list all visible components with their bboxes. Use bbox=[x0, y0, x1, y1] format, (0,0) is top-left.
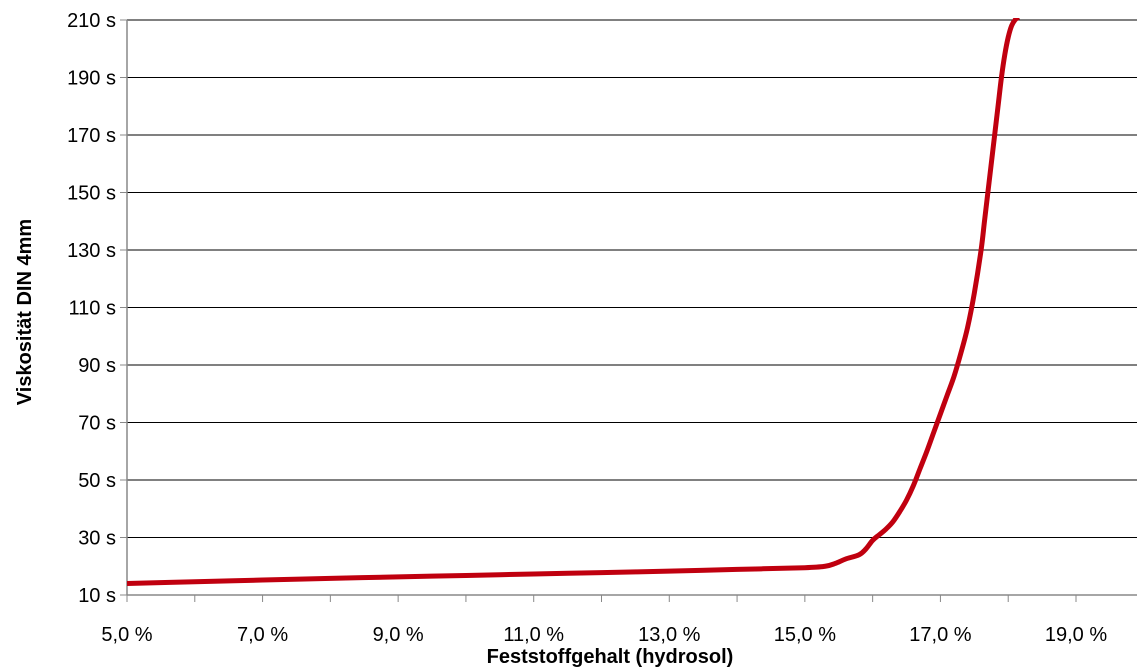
series-group bbox=[127, 18, 1020, 586]
series-line bbox=[127, 18, 1020, 586]
y-tick-label: 150 s bbox=[67, 183, 116, 205]
x-tick-label: 13,0 % bbox=[638, 624, 700, 646]
x-tick-label: 5,0 % bbox=[101, 624, 152, 646]
y-tick-label: 50 s bbox=[78, 470, 116, 492]
x-tick-label: 9,0 % bbox=[373, 624, 424, 646]
x-tick-label: 15,0 % bbox=[774, 624, 836, 646]
y-axis-ticks: 10 s 30 s 50 s 70 s 90 s 110 s 130 s 150 s 170 s… bbox=[67, 10, 127, 607]
y-tick-label: 70 s bbox=[78, 413, 116, 435]
y-tick-label: 110 s bbox=[69, 298, 116, 320]
x-tick-label: 17,0 % bbox=[909, 624, 971, 646]
x-axis-title: Feststoffgehalt (hydrosol) bbox=[487, 646, 734, 668]
y-tick-label: 90 s bbox=[78, 355, 116, 377]
gridlines bbox=[127, 19, 1137, 538]
y-tick-label: 130 s bbox=[67, 240, 116, 262]
y-tick-label: 10 s bbox=[78, 585, 116, 607]
x-axis-ticks: 5,0 % 7,0 % 9,0 % 11,0 % 13,0 % 15,0 % 17,0 % 1… bbox=[101, 595, 1107, 646]
x-tick-label: 7,0 % bbox=[237, 624, 288, 646]
y-axis-title: Viskosität DIN 4mm bbox=[14, 219, 36, 405]
y-tick-label: 30 s bbox=[78, 528, 116, 550]
y-tick-label: 190 s bbox=[67, 68, 116, 90]
x-tick-label: 19,0 % bbox=[1045, 624, 1107, 646]
y-tick-label: 210 s bbox=[67, 10, 116, 32]
x-tick-label: 11,0 % bbox=[503, 624, 564, 646]
y-tick-label: 170 s bbox=[67, 125, 116, 147]
